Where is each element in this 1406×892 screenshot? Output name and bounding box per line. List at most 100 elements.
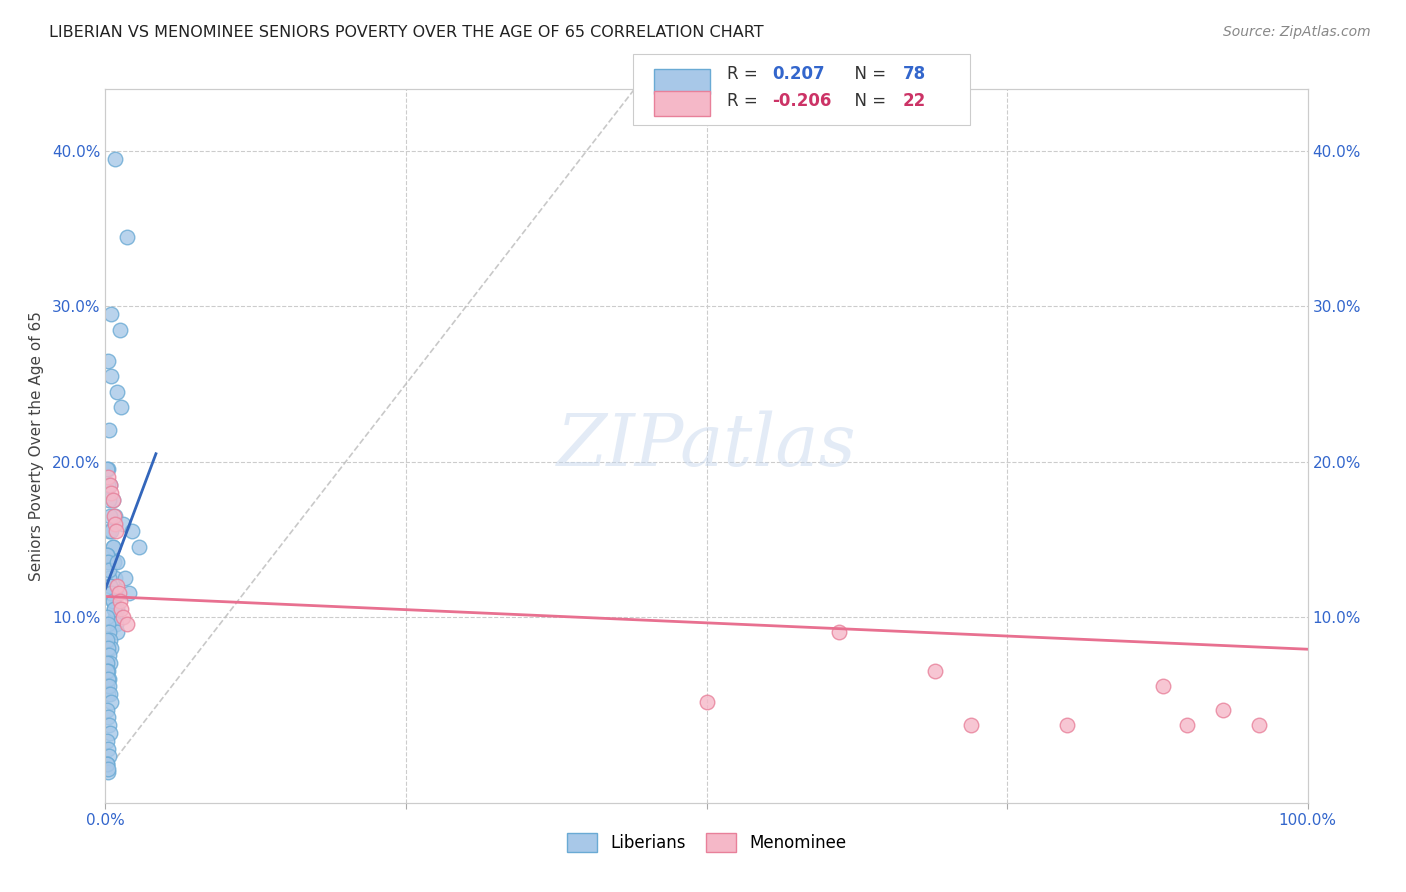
- Text: N =: N =: [844, 92, 891, 110]
- Point: [96, 757, 118, 772]
- Point: [103, 508, 125, 523]
- Point: [98, 579, 121, 593]
- Text: 78: 78: [903, 65, 925, 83]
- Point: [924, 664, 946, 678]
- Point: [100, 307, 122, 321]
- Point: [1177, 718, 1199, 732]
- Point: [97, 462, 120, 476]
- Point: [104, 516, 127, 531]
- Point: [98, 718, 121, 732]
- Point: [98, 625, 121, 640]
- Point: [107, 579, 129, 593]
- Point: [98, 493, 121, 508]
- Point: [107, 555, 129, 569]
- Point: [101, 594, 124, 608]
- Text: N =: N =: [844, 65, 891, 83]
- Point: [97, 477, 120, 491]
- Point: [96, 757, 118, 772]
- Point: [98, 726, 121, 740]
- Point: [98, 477, 121, 491]
- Point: [96, 632, 118, 647]
- Point: [696, 695, 718, 709]
- Point: [100, 586, 122, 600]
- Point: [118, 586, 141, 600]
- Point: [97, 710, 120, 724]
- Text: R =: R =: [727, 92, 763, 110]
- Point: [98, 648, 121, 663]
- Point: [96, 664, 118, 678]
- Point: [1212, 703, 1234, 717]
- Legend: Liberians, Menominee: Liberians, Menominee: [560, 827, 853, 859]
- Point: [98, 749, 121, 764]
- Point: [96, 703, 118, 717]
- Point: [110, 602, 132, 616]
- Point: [97, 741, 120, 756]
- Point: [107, 384, 129, 399]
- Point: [98, 672, 121, 686]
- Point: [97, 672, 120, 686]
- Point: [1152, 680, 1174, 694]
- Point: [97, 640, 120, 655]
- Point: [112, 609, 135, 624]
- Point: [101, 540, 124, 554]
- Point: [1056, 718, 1078, 732]
- Point: [128, 540, 150, 554]
- Point: [100, 695, 122, 709]
- Point: [115, 229, 138, 244]
- Point: [97, 470, 120, 484]
- Text: LIBERIAN VS MENOMINEE SENIORS POVERTY OVER THE AGE OF 65 CORRELATION CHART: LIBERIAN VS MENOMINEE SENIORS POVERTY OV…: [49, 25, 763, 40]
- Point: [98, 579, 121, 593]
- Point: [107, 625, 129, 640]
- Point: [97, 555, 120, 569]
- Point: [96, 680, 118, 694]
- Point: [96, 609, 118, 624]
- Point: [98, 656, 121, 670]
- Point: [114, 571, 136, 585]
- Text: ZIPatlas: ZIPatlas: [557, 410, 856, 482]
- Point: [98, 632, 121, 647]
- Point: [107, 586, 129, 600]
- Point: [98, 680, 121, 694]
- Point: [98, 571, 121, 585]
- Point: [96, 548, 118, 562]
- Point: [104, 571, 127, 585]
- Point: [105, 586, 128, 600]
- Point: [121, 524, 143, 539]
- Text: 0.207: 0.207: [772, 65, 824, 83]
- Point: [96, 733, 118, 747]
- Point: [97, 617, 120, 632]
- Point: [98, 477, 121, 491]
- Point: [103, 602, 125, 616]
- Point: [97, 687, 120, 701]
- Text: -0.206: -0.206: [772, 92, 831, 110]
- Point: [97, 762, 120, 776]
- Point: [107, 602, 129, 616]
- Point: [105, 524, 128, 539]
- Point: [100, 369, 122, 384]
- Point: [98, 563, 121, 577]
- Text: Source: ZipAtlas.com: Source: ZipAtlas.com: [1223, 25, 1371, 39]
- Point: [104, 152, 127, 166]
- Point: [108, 594, 131, 608]
- Point: [104, 508, 127, 523]
- Point: [108, 323, 131, 337]
- Point: [101, 493, 124, 508]
- Point: [97, 353, 120, 368]
- Point: [98, 524, 121, 539]
- Point: [828, 625, 851, 640]
- Point: [105, 617, 128, 632]
- Point: [101, 493, 124, 508]
- Point: [97, 764, 120, 779]
- Point: [98, 424, 121, 438]
- Text: R =: R =: [727, 65, 763, 83]
- Point: [103, 602, 125, 616]
- Point: [101, 540, 124, 554]
- Point: [96, 656, 118, 670]
- Point: [96, 548, 118, 562]
- Y-axis label: Seniors Poverty Over the Age of 65: Seniors Poverty Over the Age of 65: [28, 311, 44, 581]
- Point: [100, 485, 122, 500]
- Point: [104, 609, 127, 624]
- Point: [100, 640, 122, 655]
- Point: [97, 664, 120, 678]
- Point: [98, 508, 121, 523]
